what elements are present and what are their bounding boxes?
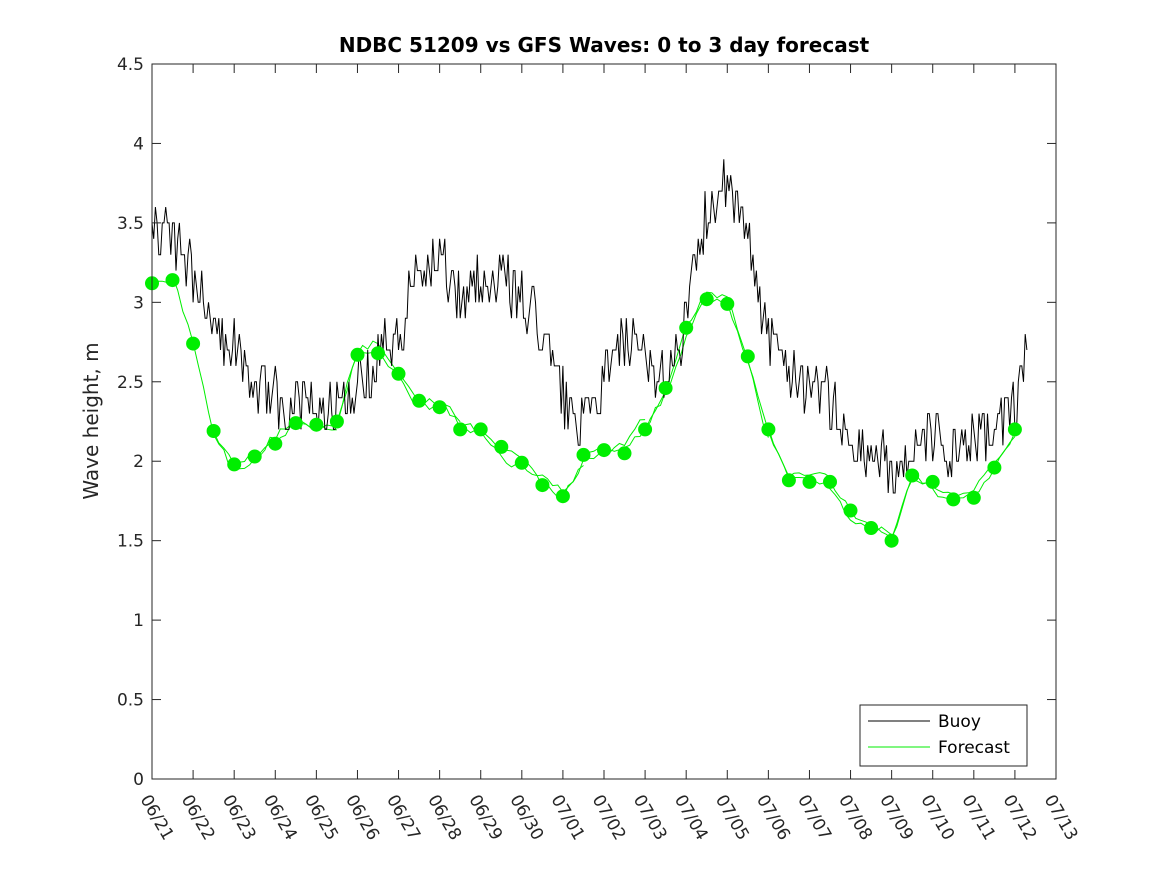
y-tick-label: 0 xyxy=(133,770,144,790)
y-tick-label: 0.5 xyxy=(117,691,144,711)
forecast-point xyxy=(206,424,221,438)
forecast-point xyxy=(247,449,262,464)
forecast-point xyxy=(288,416,303,431)
x-tick-label: 07/09 xyxy=(875,792,917,844)
forecast-point xyxy=(597,443,611,458)
forecast-point xyxy=(843,503,858,518)
forecast-point xyxy=(432,400,447,415)
x-tick-label: 07/12 xyxy=(999,792,1041,844)
x-tick-label: 07/11 xyxy=(957,792,999,844)
plot-area xyxy=(152,64,1056,779)
forecast-point xyxy=(905,468,920,483)
forecast-point xyxy=(268,436,283,451)
y-axis-label: Wave height, m xyxy=(79,342,103,499)
forecast-point xyxy=(453,422,468,437)
forecast-point xyxy=(884,533,899,548)
legend-box xyxy=(859,704,1028,767)
forecast-point xyxy=(966,490,981,505)
x-tick-label: 06/25 xyxy=(300,792,342,844)
x-tick-label: 06/27 xyxy=(382,792,424,844)
forecast-point xyxy=(802,474,817,489)
x-tick-label: 07/10 xyxy=(916,792,958,844)
forecast-point xyxy=(761,422,776,437)
x-tick-label: 07/13 xyxy=(1040,792,1082,844)
forecast-point xyxy=(309,417,324,432)
x-tick-label: 07/04 xyxy=(670,792,712,844)
forecast-point xyxy=(740,349,755,364)
x-tick-label: 07/01 xyxy=(547,792,589,844)
forecast-point xyxy=(638,422,653,437)
forecast-run-line xyxy=(953,436,1016,501)
x-tick-label: 07/06 xyxy=(752,792,794,844)
forecast-point xyxy=(329,414,344,429)
legend-label-forecast: Forecast xyxy=(938,738,1010,758)
forecast-point xyxy=(987,460,1002,475)
forecast-point xyxy=(699,292,714,307)
forecast-point xyxy=(186,336,201,351)
forecast-point xyxy=(535,478,550,493)
y-tick-label: 3.5 xyxy=(117,214,144,234)
y-tick-label: 4 xyxy=(133,134,144,154)
forecast-point xyxy=(658,381,673,396)
forecast-point xyxy=(946,492,961,507)
y-tick-label: 2.5 xyxy=(117,373,144,393)
forecast-point xyxy=(679,320,694,335)
forecast-point xyxy=(350,347,365,362)
forecast-point xyxy=(473,422,488,437)
forecast-point xyxy=(823,474,837,489)
y-tick-label: 1 xyxy=(133,611,144,631)
chart-title: NDBC 51209 vs GFS Waves: 0 to 3 day fore… xyxy=(339,33,870,57)
x-tick-label: 06/26 xyxy=(341,792,383,844)
x-tick-label: 06/22 xyxy=(177,792,219,844)
forecast-point xyxy=(925,474,940,489)
forecast-point xyxy=(1007,422,1022,437)
x-tick-label: 07/05 xyxy=(711,792,753,844)
y-tick-label: 3 xyxy=(133,293,144,313)
forecast-point xyxy=(576,447,591,462)
x-tick-label: 07/03 xyxy=(629,792,671,844)
forecast-point xyxy=(720,296,735,311)
x-tick-label: 07/07 xyxy=(793,792,835,844)
x-tick-label: 07/02 xyxy=(588,792,630,844)
x-tick-label: 06/21 xyxy=(136,792,178,844)
x-tick-label: 07/08 xyxy=(834,792,876,844)
forecast-point xyxy=(227,457,242,472)
data-layer xyxy=(145,159,1028,548)
y-tick-label: 2 xyxy=(133,452,144,472)
legend-label-buoy: Buoy xyxy=(938,712,981,732)
buoy-series-line xyxy=(151,159,1028,494)
forecast-point xyxy=(781,473,796,488)
x-tick-label: 06/28 xyxy=(423,792,465,844)
forecast-point xyxy=(494,439,509,454)
y-tick-label: 4.5 xyxy=(117,55,144,75)
forecast-point xyxy=(617,446,632,461)
forecast-point xyxy=(165,273,180,288)
y-tick-label: 1.5 xyxy=(117,532,144,552)
legend: Buoy Forecast xyxy=(859,704,1028,767)
forecast-point xyxy=(391,366,406,381)
x-tick-label: 06/30 xyxy=(505,792,547,844)
x-tick-label: 06/23 xyxy=(218,792,260,844)
forecast-point xyxy=(555,489,570,504)
x-tick-label: 06/24 xyxy=(259,792,301,844)
forecast-point xyxy=(371,346,385,361)
forecast-point xyxy=(412,393,427,408)
forecast-point xyxy=(864,521,879,535)
forecast-point xyxy=(514,455,529,470)
x-tick-label: 06/29 xyxy=(464,792,506,844)
